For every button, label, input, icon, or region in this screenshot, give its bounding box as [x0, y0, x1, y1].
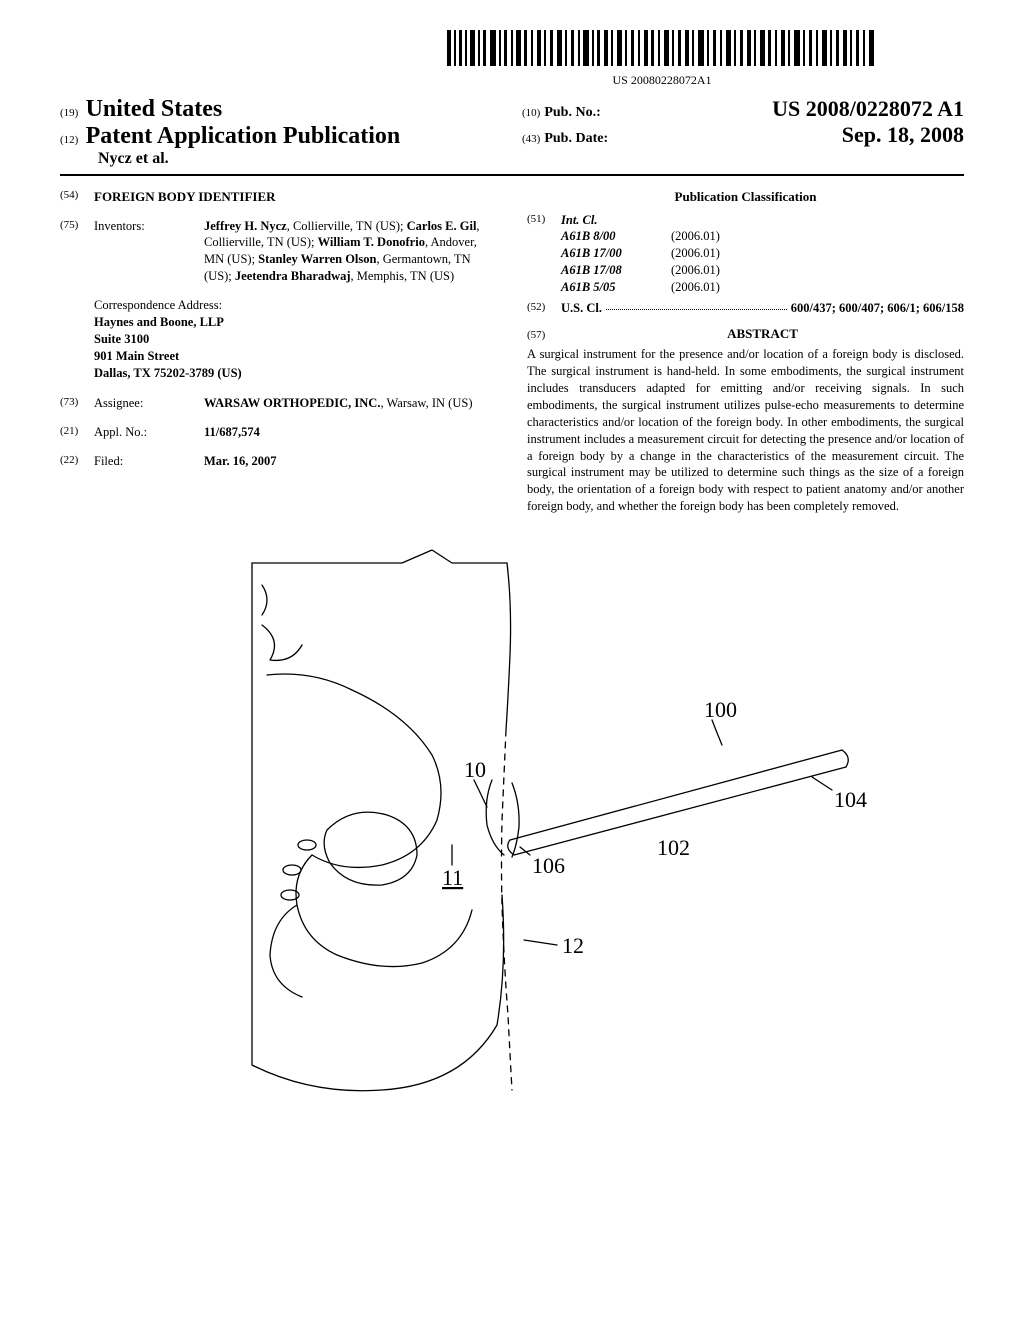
- filed-label: Filed:: [94, 453, 204, 470]
- pubtype-num: (12): [60, 134, 78, 146]
- patent-figure: 100 104 102 106 10 11 12: [60, 545, 964, 1110]
- body-columns: (54) FOREIGN BODY IDENTIFIER (75) Invent…: [60, 188, 964, 515]
- pub-type: Patent Application Publication: [86, 123, 401, 149]
- classification-heading: Publication Classification: [527, 188, 964, 206]
- assignee-num: (73): [60, 395, 94, 412]
- corr-address: Haynes and Boone, LLPSuite 3100901 Main …: [94, 314, 497, 382]
- pub-number: US 2008/0228072 A1: [772, 96, 964, 122]
- figure-label-11: 11: [442, 865, 463, 890]
- abstract-num: (57): [527, 328, 561, 343]
- inventors-label: Inventors:: [94, 218, 204, 286]
- filed-num: (22): [60, 453, 94, 470]
- figure-drawing-icon: 100 104 102 106 10 11 12: [152, 545, 872, 1105]
- assignee-location: Warsaw, IN (US): [386, 396, 472, 410]
- pubno-num: (10): [522, 107, 540, 119]
- author-line: Nycz et al.: [98, 150, 502, 168]
- dotted-leader-icon: [606, 300, 787, 310]
- figure-label-104: 104: [834, 787, 867, 812]
- country-num: (19): [60, 107, 78, 119]
- figure-label-10: 10: [464, 757, 486, 782]
- patent-title: FOREIGN BODY IDENTIFIER: [94, 188, 276, 206]
- intcl-codes: A61B 8/00(2006.01)A61B 17/00(2006.01)A61…: [561, 228, 964, 296]
- header: (19) United States (12) Patent Applicati…: [60, 96, 964, 176]
- figure-label-102: 102: [657, 835, 690, 860]
- uscl-label: U.S. Cl.: [561, 300, 602, 317]
- applno-num: (21): [60, 424, 94, 441]
- inventors-list: Jeffrey H. Nycz, Collierville, TN (US); …: [204, 218, 497, 286]
- barcode-text: US 20080228072A1: [360, 73, 964, 88]
- pub-date: Sep. 18, 2008: [842, 122, 964, 148]
- inventors-num: (75): [60, 218, 94, 286]
- pubdate-num: (43): [522, 133, 540, 145]
- figure-label-100: 100: [704, 697, 737, 722]
- intcl-label: Int. Cl.: [561, 212, 597, 229]
- appl-number: 11/687,574: [204, 425, 260, 439]
- title-num: (54): [60, 188, 94, 206]
- figure-label-12: 12: [562, 933, 584, 958]
- figure-label-106: 106: [532, 853, 565, 878]
- pubno-label: Pub. No.:: [544, 105, 634, 121]
- abstract-heading: ABSTRACT: [561, 325, 964, 343]
- right-column: Publication Classification (51) Int. Cl.…: [527, 188, 964, 515]
- barcode-block: US 20080228072A1: [360, 30, 964, 88]
- left-column: (54) FOREIGN BODY IDENTIFIER (75) Invent…: [60, 188, 497, 515]
- uscl-num: (52): [527, 300, 561, 317]
- uscl-codes: 600/437; 600/407; 606/1; 606/158: [791, 300, 964, 317]
- barcode-icon: [447, 30, 877, 71]
- intcl-num: (51): [527, 212, 561, 229]
- pubdate-label: Pub. Date:: [544, 131, 634, 147]
- applno-label: Appl. No.:: [94, 424, 204, 441]
- filed-date: Mar. 16, 2007: [204, 454, 276, 468]
- abstract-text: A surgical instrument for the presence a…: [527, 346, 964, 515]
- assignee-label: Assignee:: [94, 395, 204, 412]
- corr-label: Correspondence Address:: [94, 297, 497, 314]
- country: United States: [86, 96, 223, 122]
- assignee-name: WARSAW ORTHOPEDIC, INC.: [204, 396, 380, 410]
